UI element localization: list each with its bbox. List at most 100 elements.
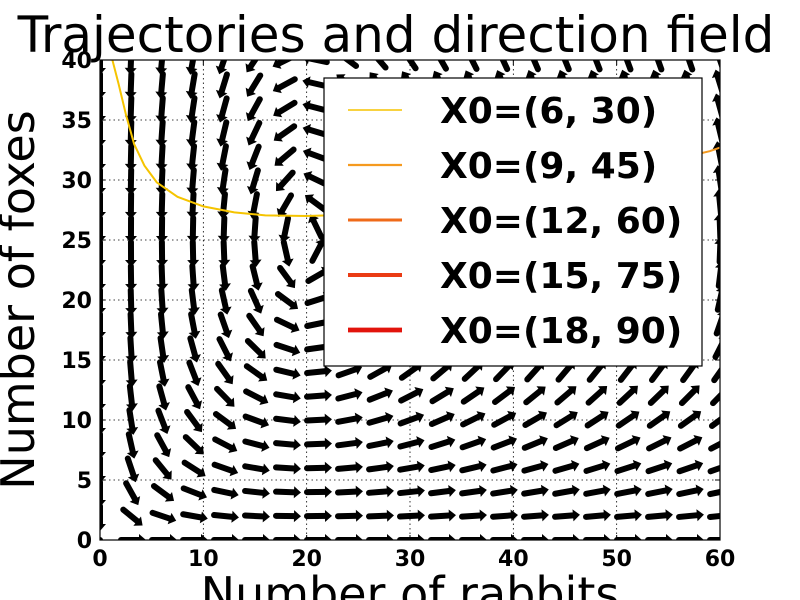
direction-arrow [429, 387, 453, 405]
direction-arrow-head [693, 435, 703, 446]
direction-arrow-head [157, 355, 170, 363]
direction-arrow-head [415, 411, 425, 423]
direction-arrow-head [229, 464, 239, 477]
direction-arrow [123, 480, 139, 504]
direction-arrow-head [100, 524, 106, 531]
direction-arrow-head [188, 307, 200, 315]
direction-arrow [715, 143, 720, 169]
direction-arrow-head [125, 331, 138, 339]
direction-arrow-head [216, 187, 229, 195]
direction-arrow [274, 60, 293, 68]
legend-label: X0=(15, 75) [440, 256, 682, 297]
direction-arrow-head [324, 413, 332, 426]
direction-arrow [677, 411, 701, 429]
direction-arrow-head [249, 259, 262, 267]
direction-arrow [249, 263, 261, 289]
direction-arrow [273, 316, 299, 332]
direction-arrow-head [190, 377, 202, 386]
direction-arrow [713, 314, 720, 337]
direction-arrow-head [125, 307, 138, 315]
direction-arrow-head [220, 329, 233, 339]
direction-arrow-head [293, 415, 301, 427]
direction-arrow-head [290, 322, 300, 333]
direction-arrow-head [303, 171, 313, 182]
direction-arrow-head [100, 188, 106, 195]
direction-arrow [156, 383, 168, 409]
direction-arrow-head [302, 123, 312, 136]
direction-arrow [127, 359, 135, 385]
direction-arrow [428, 487, 454, 497]
direction-arrow [335, 464, 361, 472]
direction-arrow-head [448, 485, 456, 497]
direction-arrow-head [293, 486, 301, 499]
direction-arrow-head [449, 534, 456, 540]
direction-arrow-head [124, 235, 137, 243]
direction-arrow [158, 95, 166, 121]
direction-arrow-head [158, 402, 170, 411]
y-tick-label: 10 [61, 409, 92, 434]
y-tick-label: 30 [61, 169, 92, 194]
direction-arrow [215, 360, 233, 384]
direction-arrow [182, 434, 204, 454]
direction-arrow-head [219, 306, 232, 315]
direction-arrow-head [156, 331, 169, 339]
direction-arrow-head [156, 259, 169, 267]
direction-arrow [592, 60, 603, 73]
direction-arrow [583, 512, 609, 520]
direction-arrow-head [479, 509, 487, 522]
direction-arrow-head [697, 534, 704, 540]
trajectory-line [111, 60, 380, 218]
direction-arrow-head [355, 509, 363, 522]
direction-arrow-head [477, 435, 487, 448]
direction-arrow-head [125, 403, 138, 411]
direction-arrow-head [245, 63, 256, 73]
direction-arrow [218, 287, 230, 313]
direction-arrow [523, 386, 545, 406]
direction-arrow-head [570, 459, 580, 472]
x-tick-labels: 0 10 20 30 40 50 60 [92, 547, 735, 572]
direction-arrow-head [448, 509, 456, 522]
direction-arrow-head [635, 534, 642, 540]
direction-arrow-head [716, 312, 720, 316]
direction-arrow [277, 192, 295, 216]
direction-arrow [680, 360, 698, 384]
direction-arrow [645, 487, 671, 497]
direction-arrow [211, 512, 237, 520]
direction-arrow [707, 488, 720, 498]
direction-arrow-head [417, 485, 425, 498]
direction-arrow-head [631, 435, 641, 446]
direction-arrow-head [285, 278, 296, 289]
direction-arrow [521, 512, 547, 520]
y-tick-label: 35 [61, 109, 92, 134]
direction-arrow [490, 437, 516, 451]
direction-arrow-head [384, 387, 393, 399]
direction-arrow-head [618, 69, 631, 79]
direction-arrow [124, 455, 138, 481]
direction-arrow [649, 360, 667, 384]
direction-field [100, 60, 720, 540]
direction-arrow [685, 60, 696, 73]
direction-arrow-head [446, 435, 456, 448]
direction-arrow [398, 388, 422, 404]
direction-arrow [217, 60, 228, 73]
direction-arrow-head [525, 70, 537, 79]
direction-arrow-head [191, 400, 203, 410]
direction-arrow [437, 60, 449, 72]
direction-arrow [246, 312, 264, 336]
direction-arrow-head [192, 422, 203, 433]
direction-arrow [646, 411, 670, 429]
direction-arrow [428, 438, 454, 450]
direction-arrow-head [293, 438, 301, 451]
direction-arrow [586, 361, 606, 383]
direction-arrow-head [445, 411, 455, 423]
direction-arrow-head [324, 437, 332, 450]
direction-arrow-head [324, 485, 332, 498]
direction-arrow-head [155, 67, 168, 75]
direction-arrow [707, 464, 720, 475]
direction-arrow-head [355, 437, 363, 449]
direction-arrow [645, 461, 671, 475]
direction-arrow-head [216, 138, 228, 147]
direction-arrow-head [222, 352, 233, 362]
direction-arrow [428, 462, 454, 474]
direction-arrow-head [187, 259, 200, 267]
